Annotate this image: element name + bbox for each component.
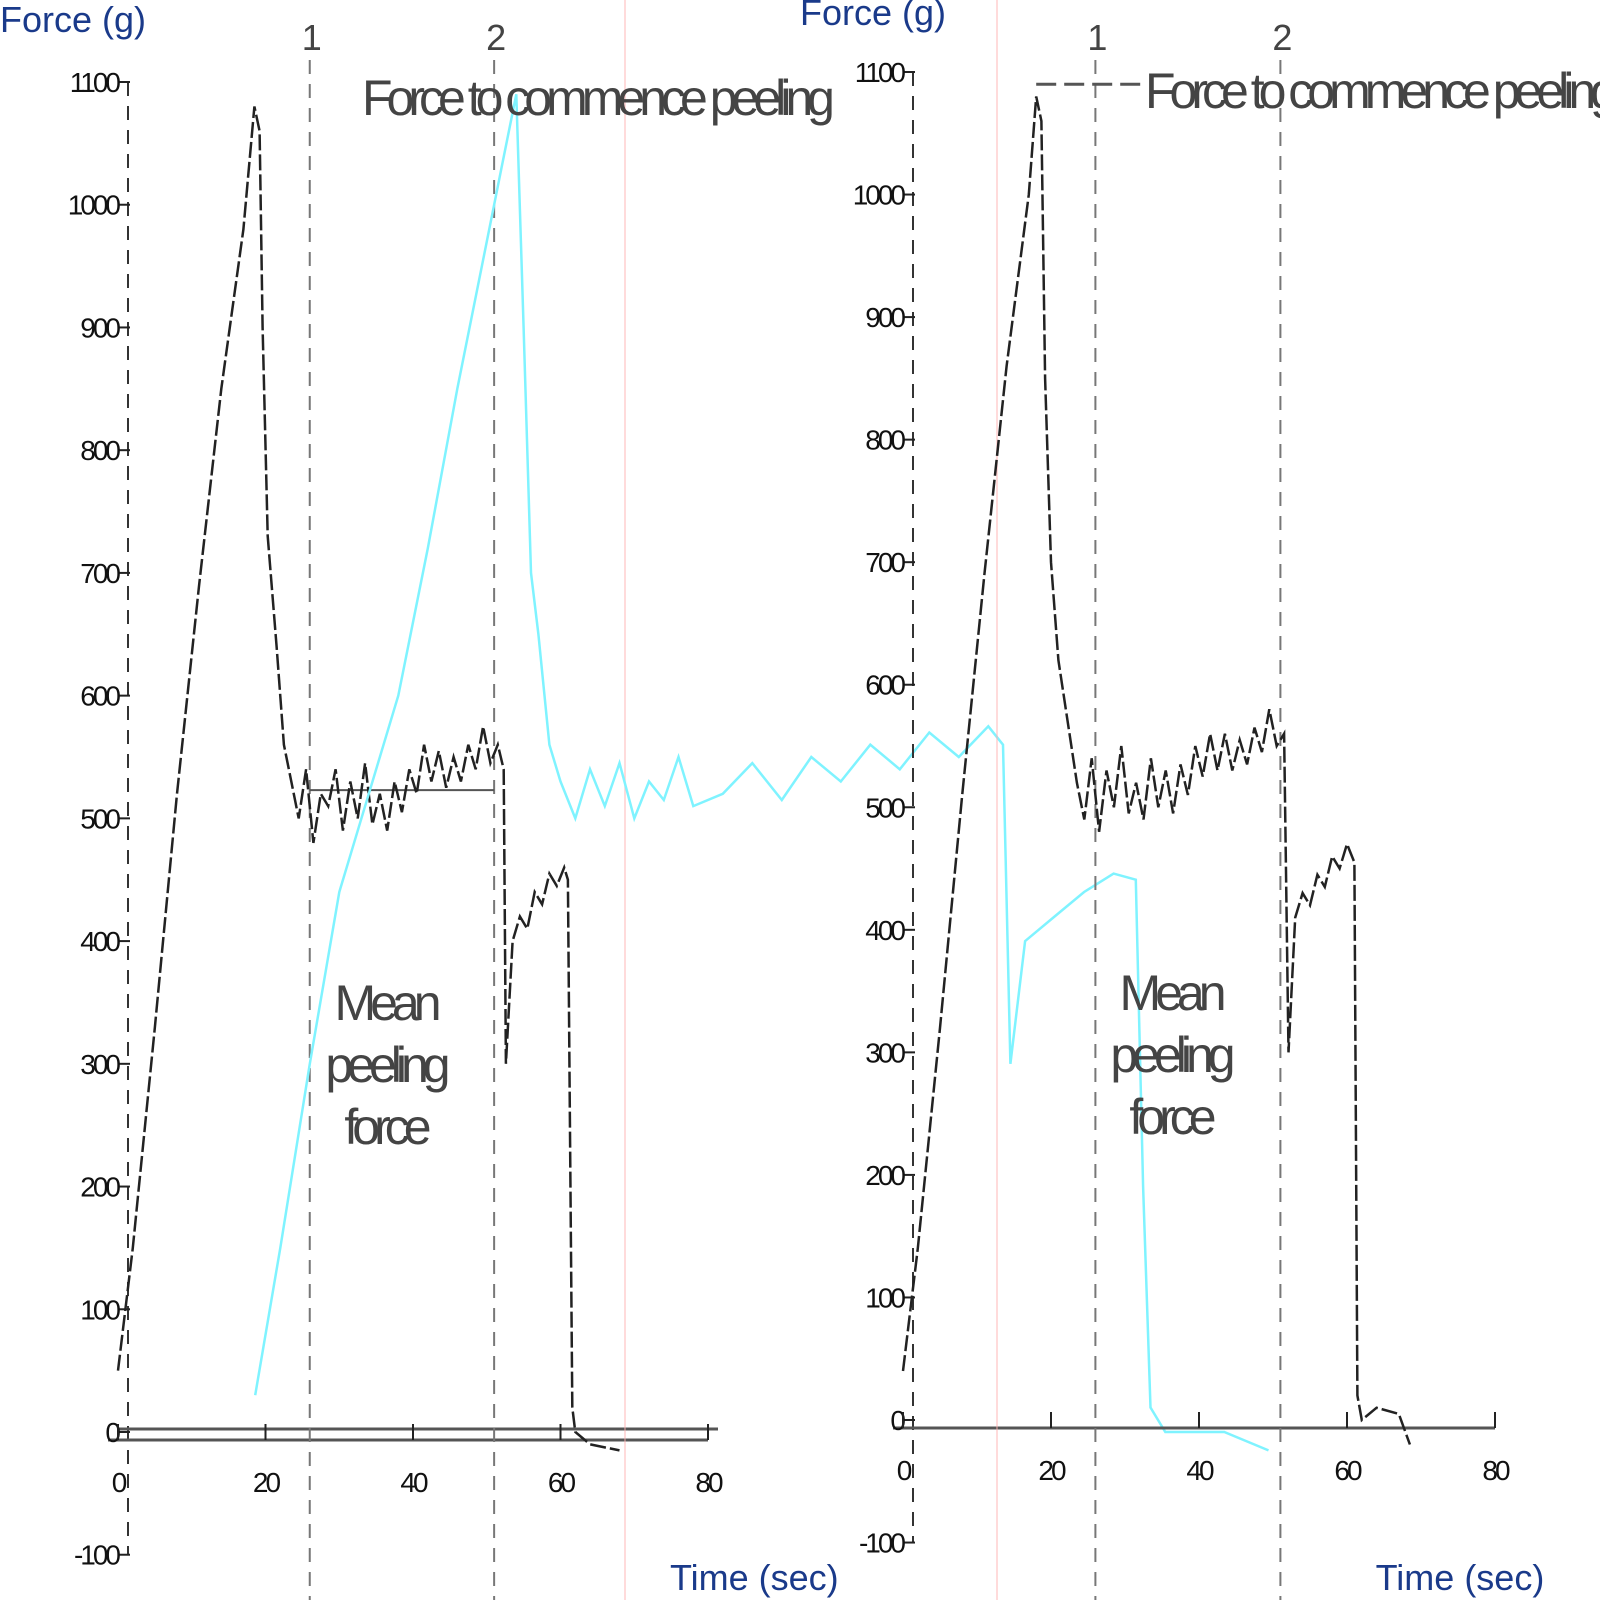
panel1-x-axis-title: Time (sec)	[670, 1557, 839, 1598]
panel1-y-tick-label: 600	[80, 681, 120, 712]
panel2-mean-annotation-line: peeling	[1110, 1027, 1232, 1083]
panel1-series-1-line	[116, 106, 620, 1452]
panel2-y-tick-label: 700	[865, 547, 905, 578]
panel2-y-tick-label: 800	[865, 425, 905, 456]
panel2-x-tick-label: 80	[1482, 1455, 1510, 1486]
panel2-x-tick-label: 0	[897, 1455, 912, 1486]
panel2-series-1-line	[901, 96, 1412, 1445]
panel1-mean-annotation-line: Mean	[334, 975, 438, 1031]
panel2-y-tick-label: 1100	[855, 57, 906, 88]
panel1-y-tick-label: 500	[80, 803, 120, 834]
panel1-y-tick-label: 400	[80, 926, 120, 957]
panel1-x-tick-label: 0	[112, 1467, 127, 1498]
panel1-x-tick-label: 80	[695, 1467, 723, 1498]
panel2-x-tick-label: 60	[1334, 1455, 1362, 1486]
panel2-y-axis-title: Force (g)	[800, 0, 946, 33]
panel1-y-tick-label: 200	[80, 1172, 120, 1203]
panel1-y-tick-label: 700	[80, 558, 120, 589]
panel2-y-tick-label: 100	[865, 1282, 905, 1313]
panel1-x-tick-label: 60	[548, 1467, 576, 1498]
panel1-mean-annotation-line: force	[344, 1099, 429, 1155]
panel2-y-tick-label: 300	[865, 1037, 905, 1068]
panel1-marker-label-2: 2	[486, 17, 506, 58]
panel2-y-tick-label: -100	[859, 1528, 905, 1559]
panel2-y-tick-label: 400	[865, 915, 905, 946]
panel1-y-tick-label: 900	[80, 312, 120, 343]
panel1-y-tick-label: -100	[74, 1540, 120, 1571]
panel1-y-tick-label: 800	[80, 435, 120, 466]
panel1-y-tick-label: 1000	[68, 190, 121, 221]
panel1-marker-label-1: 1	[302, 17, 322, 58]
panel2-x-tick-label: 40	[1186, 1455, 1214, 1486]
panel1-x-tick-label: 40	[400, 1467, 428, 1498]
panel2-peak-annotation: Force to commence peeling	[1145, 63, 1600, 119]
panel2-y-tick-label: 1000	[853, 180, 906, 211]
panel1-y-tick-label: 100	[80, 1294, 120, 1325]
panel2-y-tick-label: 600	[865, 670, 905, 701]
panel1-y-tick-label: 1100	[70, 67, 121, 98]
panel2-marker-label-2: 2	[1272, 17, 1292, 58]
panel2-mean-annotation-line: Mean	[1119, 965, 1223, 1021]
panel1-mean-annotation-line: peeling	[325, 1037, 447, 1093]
panel2-mean-annotation-line: force	[1129, 1089, 1214, 1145]
panel2-x-tick-label: 20	[1038, 1455, 1066, 1486]
panel2-y-tick-label: 900	[865, 302, 905, 333]
panel2-y-tick-label: 200	[865, 1160, 905, 1191]
panel2-y-tick-label: 500	[865, 792, 905, 823]
panel2-marker-label-1: 1	[1087, 17, 1107, 58]
panel1-peak-annotation: Force to commence peeling	[362, 70, 832, 126]
panel1-y-axis-title: Force (g)	[0, 0, 146, 40]
panel1-series-2-line	[253, 94, 1269, 1452]
panel2-x-axis-title: Time (sec)	[1376, 1557, 1545, 1598]
panel1-y-tick-label: 300	[80, 1049, 120, 1080]
panel1-x-tick-label: 20	[253, 1467, 281, 1498]
